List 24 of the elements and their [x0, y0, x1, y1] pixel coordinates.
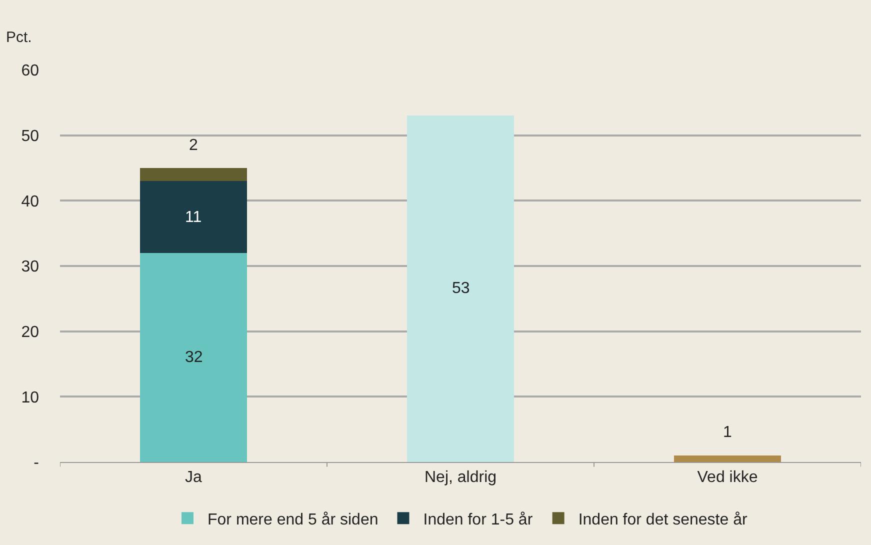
- y-tick-label: 40: [21, 193, 40, 210]
- y-axis-title: Pct.: [6, 29, 32, 46]
- legend-label: Inden for det seneste år: [578, 511, 748, 528]
- bar: [140, 181, 247, 253]
- bar: [407, 116, 514, 462]
- bar: [140, 252, 247, 462]
- y-tick-label: 30: [21, 258, 40, 276]
- data-label: 2: [189, 137, 198, 154]
- x-tick-label: Ved ikke: [697, 469, 758, 486]
- y-tick-label: 50: [21, 128, 40, 145]
- y-tick-label: 10: [21, 389, 40, 406]
- legend-label: For mere end 5 år siden: [208, 511, 378, 528]
- data-label: 53: [452, 280, 470, 297]
- x-tick-label: Nej, aldrig: [424, 469, 497, 486]
- data-label: 1: [723, 424, 732, 441]
- x-tick-label: Ja: [185, 469, 202, 486]
- y-tick-label: 20: [21, 324, 40, 341]
- y-tick-label: 60: [21, 62, 40, 80]
- bar: [674, 455, 781, 462]
- y-tick-label: -: [34, 454, 39, 472]
- data-label: 32: [185, 349, 203, 366]
- data-label: 11: [185, 209, 202, 226]
- bar: [140, 168, 247, 182]
- legend-label: Inden for 1-5 år: [423, 511, 534, 528]
